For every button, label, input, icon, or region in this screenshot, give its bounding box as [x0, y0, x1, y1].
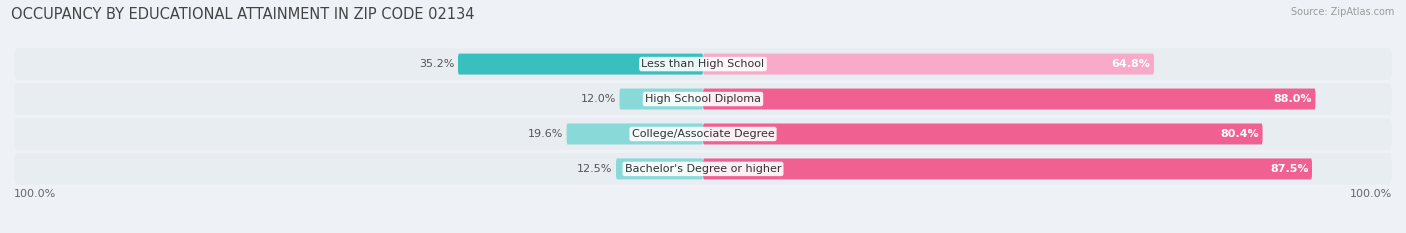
FancyBboxPatch shape: [703, 89, 1316, 110]
Text: Source: ZipAtlas.com: Source: ZipAtlas.com: [1291, 7, 1395, 17]
Text: 64.8%: 64.8%: [1112, 59, 1150, 69]
Text: College/Associate Degree: College/Associate Degree: [631, 129, 775, 139]
Text: 19.6%: 19.6%: [527, 129, 564, 139]
FancyBboxPatch shape: [567, 123, 703, 144]
Text: Bachelor's Degree or higher: Bachelor's Degree or higher: [624, 164, 782, 174]
FancyBboxPatch shape: [703, 123, 1263, 144]
FancyBboxPatch shape: [14, 153, 1392, 185]
Text: 12.0%: 12.0%: [581, 94, 616, 104]
FancyBboxPatch shape: [616, 158, 703, 179]
Text: 35.2%: 35.2%: [419, 59, 454, 69]
Text: High School Diploma: High School Diploma: [645, 94, 761, 104]
Text: 100.0%: 100.0%: [14, 189, 56, 199]
Text: OCCUPANCY BY EDUCATIONAL ATTAINMENT IN ZIP CODE 02134: OCCUPANCY BY EDUCATIONAL ATTAINMENT IN Z…: [11, 7, 475, 22]
Text: 87.5%: 87.5%: [1270, 164, 1309, 174]
FancyBboxPatch shape: [703, 158, 1312, 179]
FancyBboxPatch shape: [14, 118, 1392, 150]
FancyBboxPatch shape: [14, 83, 1392, 115]
Text: 88.0%: 88.0%: [1274, 94, 1312, 104]
FancyBboxPatch shape: [620, 89, 703, 110]
Text: Less than High School: Less than High School: [641, 59, 765, 69]
FancyBboxPatch shape: [458, 54, 703, 75]
Text: 100.0%: 100.0%: [1350, 189, 1392, 199]
Text: 12.5%: 12.5%: [576, 164, 613, 174]
FancyBboxPatch shape: [703, 54, 1154, 75]
FancyBboxPatch shape: [14, 48, 1392, 80]
Text: 80.4%: 80.4%: [1220, 129, 1260, 139]
